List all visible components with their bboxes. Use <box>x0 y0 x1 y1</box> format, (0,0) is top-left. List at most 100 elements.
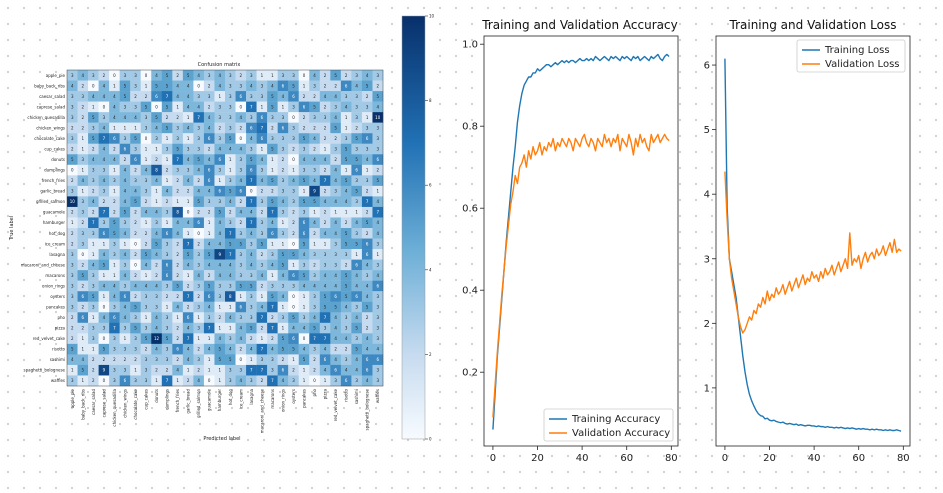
cm-cell-value: 4 <box>218 336 221 341</box>
cm-cell <box>319 249 331 260</box>
cm-cell <box>277 80 289 92</box>
cm-cell <box>67 80 78 92</box>
cm-cell <box>298 143 310 155</box>
cm-cell-value: 1 <box>271 73 274 78</box>
cm-cell <box>340 280 352 292</box>
cm-cell-value: 4 <box>229 199 232 204</box>
cm-cell <box>151 301 162 313</box>
cm-cell <box>182 101 194 113</box>
cm-cell-value: 1 <box>303 368 306 373</box>
cm-cell-value: 3 <box>197 147 200 152</box>
cm-cell-value: 4 <box>187 326 190 331</box>
cm-cell <box>109 175 120 187</box>
cm-cell <box>361 238 373 250</box>
cm-cell <box>161 354 173 366</box>
cm-cell <box>361 375 373 387</box>
cm-cell <box>267 375 278 387</box>
cm-cell-value: 4 <box>303 157 306 162</box>
cm-cell-value: 3 <box>92 168 95 173</box>
cm-cell <box>225 312 236 323</box>
cm-cell-value: 5 <box>313 104 316 109</box>
cm-cell <box>298 249 310 260</box>
cm-x-tick-label: waffles <box>375 389 380 403</box>
cm-cell-value: 3 <box>334 378 337 383</box>
cm-cell-value: 4 <box>103 125 106 130</box>
loss-plot-frame <box>715 35 911 447</box>
cm-cell <box>267 143 278 155</box>
cm-cell-value: 5 <box>197 199 200 204</box>
cm-cell <box>267 175 278 187</box>
cm-cell <box>235 196 247 208</box>
cm-cell-value: 2 <box>71 241 74 246</box>
cm-cell-value: 1 <box>187 368 190 373</box>
cm-cell <box>151 322 162 334</box>
cm-cell <box>67 333 78 345</box>
cm-cell-value: 2 <box>187 189 190 194</box>
cm-cell-value: 4 <box>324 199 327 204</box>
cm-cell <box>140 217 152 229</box>
cm-cell <box>161 280 173 292</box>
cm-x-tick-label: chocolate_cake <box>133 388 138 419</box>
cm-cell <box>203 333 215 345</box>
cm-cell <box>256 333 268 345</box>
cm-cell <box>88 80 99 92</box>
cm-cell <box>361 91 373 102</box>
cm-cell <box>130 270 141 281</box>
legend-label-training-loss: Training Loss <box>824 45 890 56</box>
cm-cell-value: 2 <box>345 347 348 352</box>
cm-cell-value: 4 <box>124 189 127 194</box>
cm-cell <box>340 270 352 281</box>
cm-cell <box>214 196 226 208</box>
cm-cell <box>340 80 352 92</box>
cm-cell <box>246 101 257 113</box>
cm-cell <box>182 175 194 187</box>
cm-cell-value: 3 <box>376 73 379 78</box>
cm-cell-value: 4 <box>261 178 264 183</box>
cm-cell-value: 4 <box>103 283 106 288</box>
accuracy-panel: Training and Validation Accuracy 0 20 40 60… <box>462 18 679 464</box>
cm-cell <box>161 364 173 376</box>
cm-cell <box>330 101 342 113</box>
cm-cell <box>182 312 194 323</box>
cm-cell-value: 1 <box>229 326 232 331</box>
cm-cell <box>140 196 152 208</box>
cm-cell-value: 5 <box>355 241 358 246</box>
cm-cell-value: 6 <box>282 83 285 88</box>
cm-cell-value: 2 <box>71 315 74 320</box>
cm-cell-value: 4 <box>334 178 337 183</box>
cm-cell <box>288 91 299 102</box>
cm-cell <box>130 249 141 260</box>
cm-cell-value: 5 <box>334 125 337 130</box>
cm-cell <box>256 196 268 208</box>
cm-cell <box>256 164 268 176</box>
cm-cell <box>130 312 141 323</box>
cm-cell-value: 1 <box>187 136 190 141</box>
cm-cell-value: 2 <box>134 94 137 99</box>
cm-cell <box>298 196 310 208</box>
cm-cell <box>67 343 78 355</box>
cm-cell <box>372 322 384 334</box>
cm-cell <box>235 238 247 250</box>
cm-cell-value: 3 <box>218 115 221 120</box>
cm-cell <box>140 364 152 376</box>
cm-cell-value: 3 <box>366 273 369 278</box>
cm-cell <box>330 143 342 155</box>
cm-cell-value: 5 <box>313 199 316 204</box>
cm-cell-value: 3 <box>292 199 295 204</box>
cm-cell <box>140 322 152 334</box>
cm-cell-value: 1 <box>124 125 127 130</box>
cm-cell-value: 3 <box>71 305 74 310</box>
cm-cell <box>372 249 384 260</box>
cm-cell <box>130 364 141 376</box>
cm-cell-value: 3 <box>134 178 137 183</box>
cm-cell-value: 0 <box>250 189 253 194</box>
cm-cell-value: 6 <box>355 262 358 267</box>
cm-cell <box>193 164 205 176</box>
cm-cell <box>67 228 78 239</box>
cm-cell <box>182 375 194 387</box>
cm-cell-value: 3 <box>261 357 264 362</box>
cm-cell-value: 2 <box>124 157 127 162</box>
cm-cell <box>109 185 120 197</box>
cm-cell <box>214 322 226 334</box>
cm-cell-value: 2 <box>82 104 85 109</box>
